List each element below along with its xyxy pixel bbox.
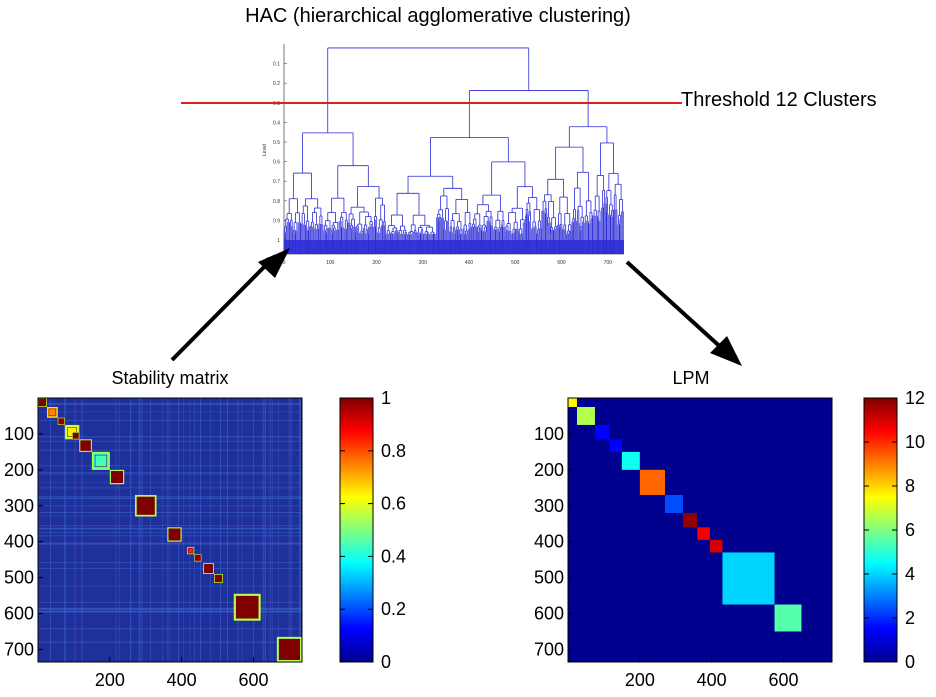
heatmap-block [664,494,683,513]
threshold-label: Threshold 12 Clusters [681,89,877,111]
colorbar-tick-label: 0 [381,652,391,672]
heatmap-y-tick-label: 500 [534,568,564,588]
heatmap-x-tick-label: 200 [95,670,125,690]
dendrogram-y-label: Level [262,144,268,156]
dendrogram-y-tick-label: 0.1 [273,62,280,68]
heatmap-block [609,439,622,452]
arrow-head-down [710,336,742,366]
heatmap-block [621,451,640,470]
dendrogram-y-tick-label: 1 [277,238,280,244]
heatmap-x-tick-label: 400 [167,670,197,690]
stability-matrix-title: Stability matrix [111,368,228,388]
heatmap-x-tick-label: 600 [238,670,268,690]
heatmap-frame [567,397,833,663]
colorbar-tick-label: 0.6 [381,494,406,514]
arrow-stability-to-hac [170,254,277,362]
colorbar-gradient [339,397,374,663]
dendrogram-y-tick-label: 0.7 [273,179,280,185]
heatmap-y-tick-label: 200 [4,460,34,480]
dendrogram-y-tick-label: 0.8 [273,199,280,205]
heatmap-block-core [48,408,57,417]
dendrogram-y-tick-label: 0.5 [273,140,280,146]
heatmap-y-tick-label: 300 [534,496,564,516]
heatmap-block-core [195,555,201,561]
colorbar-tick-label: 1 [381,388,391,408]
heatmap-y-tick-label: 700 [534,639,564,659]
heatmap-block-core [73,433,79,439]
heatmap-y-tick-label: 600 [534,604,564,624]
heatmap-block [682,512,698,528]
heatmap-y-tick-label: 300 [4,496,34,516]
figure-title: HAC (hierarchical agglomerative clusteri… [245,5,631,27]
dendrogram-y-tick-label: 0.6 [273,160,280,166]
dendrogram-x-tick-label: 0 [283,260,286,266]
colorbar-tick-label: 0 [905,652,915,672]
heatmap-block-core [215,575,222,582]
stability-matrix-heatmap: 100 200 300 400 500 600 700 200 400 600 [4,397,303,690]
heatmap-block [594,424,610,440]
dendrogram-x-tick-label: 300 [419,260,428,266]
heatmap-frame [37,397,303,663]
dendrogram-x-tick-label: 400 [465,260,474,266]
heatmap-block [709,539,723,553]
heatmap-block-core [169,529,180,540]
dendrogram-plot: 01002003004005006007000.10.20.30.40.50.6… [262,44,624,266]
heatmap-y-tick-label: 400 [4,532,34,552]
dendrogram-leaf-band [284,240,624,254]
colorbar-tick-label: 0.4 [381,546,406,566]
heatmap-block [639,469,665,495]
heatmap-y-tick-label: 700 [4,639,34,659]
colorbar-tick-label: 2 [905,608,915,628]
heatmap-block [774,604,802,632]
arrow-hac-to-lpm [625,260,728,354]
heatmap-block-core [204,564,213,573]
colorbar-tick-label: 10 [905,432,925,452]
heatmap-x-tick-label: 600 [768,670,798,690]
heatmap-block-core [238,598,257,617]
lpm-heatmap: 100 200 300 400 500 600 700 200 400 600 [534,397,833,690]
heatmap-block-core [39,399,46,406]
colorbar-tick-label: 0.8 [381,441,406,461]
dendrogram-y-tick-label: 0.2 [273,81,280,87]
lpm-colorbar: 0 2 4 6 8 10 12 [863,388,925,672]
colorbar-tick-label: 6 [905,520,915,540]
heatmap-y-tick-label: 200 [534,460,564,480]
arrow-head-up [258,248,290,278]
stability-matrix-colorbar: 0 0.2 0.4 0.6 0.8 1 [339,388,406,672]
heatmap-block-core [94,454,107,467]
dendrogram-x-tick-label: 200 [372,260,381,266]
heatmap-block [576,406,595,425]
heatmap-block-core [138,498,153,513]
dendrogram-x-tick-label: 100 [326,260,335,266]
colorbar-tick-label: 4 [905,564,915,584]
heatmap-y-tick-label: 500 [4,568,34,588]
heatmap-y-tick-label: 400 [534,532,564,552]
heatmap-block-core [58,418,64,424]
colorbar-tick-label: 12 [905,388,925,408]
heatmap-block-core [81,441,90,450]
colorbar-tick-label: 8 [905,476,915,496]
heatmap-block [568,398,577,407]
heatmap-block-core [112,472,122,482]
heatmap-x-tick-label: 400 [697,670,727,690]
heatmap-y-tick-label: 100 [4,424,34,444]
dendrogram-x-tick-label: 600 [557,260,566,266]
colorbar-tick-label: 0.2 [381,599,406,619]
dendrogram-y-tick-label: 0.9 [273,218,280,224]
heatmap-block-core [188,548,194,554]
heatmap-y-tick-label: 100 [534,424,564,444]
dendrogram-x-tick-label: 500 [511,260,520,266]
heatmap-x-tick-label: 200 [625,670,655,690]
heatmap-block [722,552,775,605]
dendrogram-x-tick-label: 700 [604,260,613,266]
heatmap-y-tick-label: 600 [4,604,34,624]
lpm-title: LPM [672,368,709,388]
heatmap-block [697,527,710,540]
heatmap-block-core [281,641,298,658]
dendrogram-y-tick-label: 0.4 [273,120,280,126]
